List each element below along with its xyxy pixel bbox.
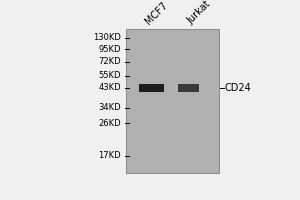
Text: 130KD: 130KD [93,33,121,42]
Text: CD24: CD24 [225,83,251,93]
Text: 72KD: 72KD [99,57,121,66]
Text: 95KD: 95KD [99,45,121,54]
Text: 43KD: 43KD [99,83,121,92]
Bar [126,29,219,173]
Text: 55KD: 55KD [99,71,121,80]
Bar [178,84,199,92]
Text: 26KD: 26KD [99,119,121,128]
Text: Jurkat: Jurkat [185,0,212,26]
Bar [139,84,164,92]
Text: 17KD: 17KD [99,151,121,160]
Text: 34KD: 34KD [99,103,121,112]
Text: MCF7: MCF7 [143,0,170,26]
